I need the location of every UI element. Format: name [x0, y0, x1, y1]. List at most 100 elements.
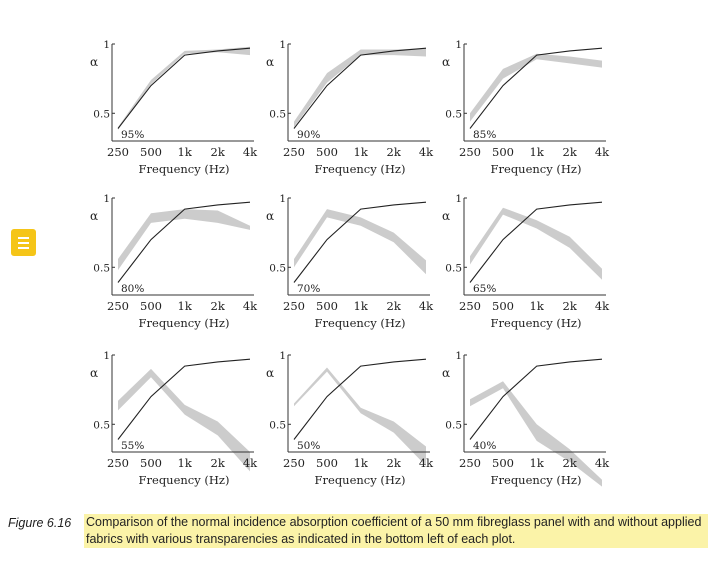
y-axis-label: α [90, 209, 98, 223]
x-tick-label: 4k [243, 456, 258, 470]
chart-panel-5 [287, 197, 430, 296]
y-tick-label: 0.5 [445, 262, 462, 274]
x-tick-label: 1k [178, 456, 193, 470]
y-axis-label: α [442, 366, 450, 380]
fabric-band [118, 209, 250, 271]
y-tick-label: 1 [279, 350, 286, 362]
fabric-band [470, 207, 602, 280]
y-tick-label: 1 [455, 39, 462, 51]
x-tick-label: 4k [595, 456, 610, 470]
note-icon[interactable] [11, 229, 36, 256]
chart-panel-7 [111, 354, 254, 472]
x-tick-label: 4k [419, 456, 434, 470]
x-tick-label: 4k [243, 145, 258, 159]
fabric-band [118, 46, 250, 130]
x-tick-label: 2k [211, 299, 226, 313]
bare-panel-line [117, 358, 251, 440]
y-tick-label: 0.5 [93, 108, 110, 120]
x-tick-label: 1k [530, 456, 545, 470]
x-tick-label: 2k [387, 145, 402, 159]
fabric-band [294, 209, 426, 275]
y-tick-label: 1 [103, 39, 110, 51]
bare-panel-line [117, 201, 251, 283]
x-tick-label: 250 [283, 299, 305, 313]
bare-panel-line [117, 47, 251, 129]
chart-panel-4 [111, 197, 254, 296]
bare-panel-line [469, 358, 603, 440]
y-axis-label: α [266, 55, 274, 69]
bare-panel-line [469, 47, 603, 129]
bare-panel-line [469, 201, 603, 283]
x-tick-label: 2k [563, 299, 578, 313]
x-axis-label: Frequency (Hz) [315, 473, 406, 487]
x-tick-label: 250 [459, 299, 481, 313]
x-axis-label: Frequency (Hz) [491, 162, 582, 176]
transparency-label: 85% [473, 129, 496, 141]
x-tick-label: 1k [178, 299, 193, 313]
y-tick-label: 1 [279, 39, 286, 51]
chart-panel-8 [287, 354, 430, 466]
y-tick-label: 0.5 [269, 419, 286, 431]
x-tick-label: 250 [107, 299, 129, 313]
chart-panel-9 [463, 354, 606, 487]
x-tick-label: 4k [243, 299, 258, 313]
y-axis-label: α [90, 366, 98, 380]
x-tick-label: 4k [419, 145, 434, 159]
x-tick-label: 500 [492, 456, 514, 470]
y-tick-label: 1 [103, 350, 110, 362]
x-axis-label: Frequency (Hz) [491, 473, 582, 487]
y-tick-label: 0.5 [269, 108, 286, 120]
x-axis-label: Frequency (Hz) [139, 316, 230, 330]
x-tick-label: 4k [595, 299, 610, 313]
transparency-label: 50% [297, 440, 320, 452]
x-tick-label: 500 [492, 299, 514, 313]
x-tick-label: 500 [316, 456, 338, 470]
x-tick-label: 500 [140, 299, 162, 313]
x-tick-label: 1k [530, 145, 545, 159]
chart-panel-2 [287, 43, 430, 142]
x-tick-label: 1k [354, 456, 369, 470]
x-tick-label: 250 [459, 456, 481, 470]
x-tick-label: 2k [387, 299, 402, 313]
y-tick-label: 0.5 [445, 108, 462, 120]
x-tick-label: 2k [211, 145, 226, 159]
chart-panel-3 [463, 43, 606, 142]
x-axis-label: Frequency (Hz) [139, 162, 230, 176]
fabric-band [470, 53, 602, 122]
x-tick-label: 1k [354, 299, 369, 313]
transparency-label: 80% [121, 283, 144, 295]
transparency-label: 65% [473, 283, 496, 295]
caption-text: Comparison of the normal incidence absor… [84, 514, 708, 548]
transparency-label: 95% [121, 129, 144, 141]
x-tick-label: 2k [563, 145, 578, 159]
x-axis-label: Frequency (Hz) [491, 316, 582, 330]
y-tick-label: 1 [279, 193, 286, 205]
x-tick-label: 250 [283, 145, 305, 159]
transparency-label: 90% [297, 129, 320, 141]
y-axis-label: α [442, 209, 450, 223]
x-tick-label: 500 [492, 145, 514, 159]
bare-panel-line [293, 201, 427, 283]
y-axis-label: α [442, 55, 450, 69]
fabric-band [470, 381, 602, 487]
x-tick-label: 1k [530, 299, 545, 313]
y-tick-label: 0.5 [269, 262, 286, 274]
bare-panel-line [293, 47, 427, 129]
x-tick-label: 500 [316, 299, 338, 313]
chart-panel-1 [111, 43, 254, 142]
x-axis-label: Frequency (Hz) [139, 473, 230, 487]
x-tick-label: 250 [459, 145, 481, 159]
x-tick-label: 4k [419, 299, 434, 313]
x-tick-label: 250 [107, 145, 129, 159]
figure-label: Figure 6.16 [8, 516, 72, 530]
x-tick-label: 500 [316, 145, 338, 159]
bare-panel-line [293, 358, 427, 440]
y-axis-label: α [266, 366, 274, 380]
x-axis-label: Frequency (Hz) [315, 162, 406, 176]
x-tick-label: 500 [140, 456, 162, 470]
y-axis-label: α [90, 55, 98, 69]
x-tick-label: 1k [354, 145, 369, 159]
fabric-band [294, 48, 426, 128]
y-tick-label: 0.5 [93, 262, 110, 274]
